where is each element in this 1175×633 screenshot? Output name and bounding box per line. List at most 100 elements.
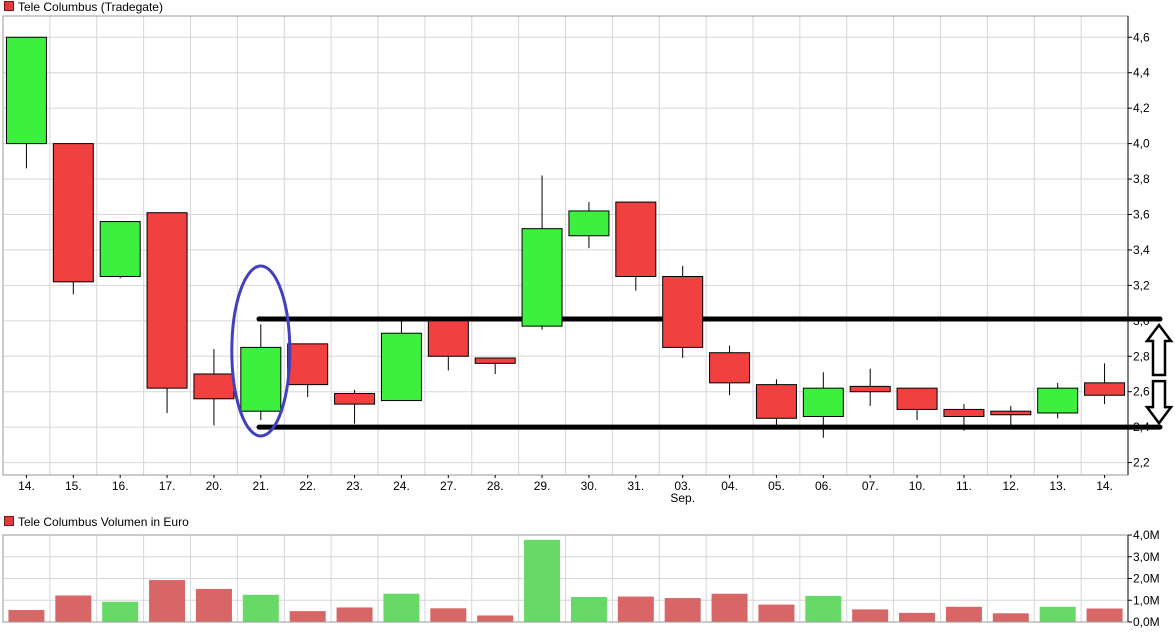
volume-bar [8,610,45,622]
candlestick-series [5,36,1126,438]
x-month-label: Sep. [670,491,695,505]
y-tick-label: 2,2 [1133,456,1150,470]
x-tick-label: 20. [206,479,223,493]
x-tick-label: 21. [252,479,269,493]
y-tick-label: 3,2 [1133,278,1150,292]
volume-bar [617,596,654,622]
x-tick-label: 14. [18,479,35,493]
y-tick-label: 4,2 [1133,101,1150,115]
candle-body [849,385,891,393]
x-tick-label: 04. [721,479,738,493]
x-tick-label: 07. [862,479,879,493]
candle-body [615,201,657,278]
candle-body [474,357,516,364]
x-tick-label: 05. [768,479,785,493]
volume-chart-title-text: Tele Columbus Volumen in Euro [18,515,189,529]
candle-body [1037,387,1079,414]
volume-bar [805,595,842,622]
vol-y-tick-label: 0,0M [1133,615,1160,629]
x-tick-label: 22. [299,479,316,493]
volume-bar [570,596,607,622]
candle-body [380,332,422,402]
y-tick-label: 4,4 [1133,66,1150,80]
candle-body [240,346,282,412]
x-tick-label: 17. [159,479,176,493]
x-tick-label: 11. [956,479,972,493]
price-axes: 2,2 2,4 2,6 2,8 3,0 3,2 3,4 3,6 3,8 4,0 4,2 4,4 4,6 1… [2,15,1150,505]
price-chart-title-text: Tele Columbus (Tradegate) [18,0,163,14]
x-tick-label: 27. [440,479,457,493]
y-tick-label: 2,6 [1133,385,1150,399]
volume-bar [430,608,467,622]
x-tick-label: 31. [627,479,644,493]
x-tick-label: 30. [581,479,598,493]
x-tick-label: 13. [1049,479,1066,493]
volume-bar [1086,608,1123,622]
price-chart-title: Tele Columbus (Tradegate) [4,0,163,14]
volume-axes: 0,0M 1,0M 2,0M 3,0M 4,0M [2,528,1160,629]
y-tick-label: 3,0 [1133,314,1150,328]
x-tick-label: 14. [1096,479,1113,493]
y-tick-label: 2,4 [1133,420,1150,434]
candle-body [943,408,985,418]
x-tick-label: 15. [65,479,82,493]
y-tick-label: 3,4 [1133,243,1150,257]
x-tick-label: 06. [815,479,832,493]
candle-body [755,384,797,419]
highlight-ellipse [230,264,292,438]
volume-chart-title: Tele Columbus Volumen in Euro [4,515,189,529]
candle-body [146,212,188,389]
volume-bar [899,612,936,622]
volume-bar [55,595,92,622]
volume-bar [711,593,748,622]
legend-swatch-price [4,1,14,11]
candle-body [5,36,47,145]
candle-body [568,210,610,237]
arrow-up-icon [1144,322,1174,377]
x-tick-label: 10. [909,479,926,493]
candle-body [990,410,1032,416]
candle-body [521,228,563,327]
vol-y-tick-label: 2,0M [1133,572,1160,586]
y-tick-label: 2,8 [1133,349,1150,363]
y-tick-label: 4,0 [1133,137,1150,151]
vol-y-tick-label: 1,0M [1133,593,1160,607]
volume-bar [1039,606,1076,622]
volume-bar [992,613,1029,622]
range-lines [256,316,1163,430]
x-tick-label: 23. [346,479,363,493]
candle-body [1084,382,1126,396]
candle-body [334,392,376,405]
y-tick-label: 3,8 [1133,172,1150,186]
vol-y-tick-label: 4,0M [1133,528,1160,542]
volume-bar [477,615,514,622]
x-tick-label: 29. [534,479,551,493]
candle-body [193,373,235,400]
x-tick-label: 16. [112,479,129,493]
candle-body [662,276,704,348]
x-tick-label: 03. [674,479,691,493]
volume-bar [242,594,279,622]
volume-bar [149,580,186,622]
volume-bar [664,598,701,622]
volume-bar [336,607,373,622]
y-tick-label: 4,6 [1133,30,1150,44]
y-tick-label: 3,6 [1133,207,1150,221]
legend-swatch-volume [4,516,14,526]
volume-bar [383,593,420,622]
volume-bar [524,539,561,622]
volume-bar [945,606,982,622]
volume-bars [8,539,1123,622]
candle-body [287,343,329,386]
candle-body [896,387,938,410]
x-tick-label: 28. [487,479,504,493]
annotation-overlay [230,264,1174,438]
x-tick-label: 24. [393,479,410,493]
arrow-down-icon [1144,379,1174,426]
candle-body [709,352,751,384]
volume-bar [758,604,795,622]
candle-body [427,320,469,357]
candle-body [802,387,844,418]
x-tick-label: 12. [1002,479,1019,493]
